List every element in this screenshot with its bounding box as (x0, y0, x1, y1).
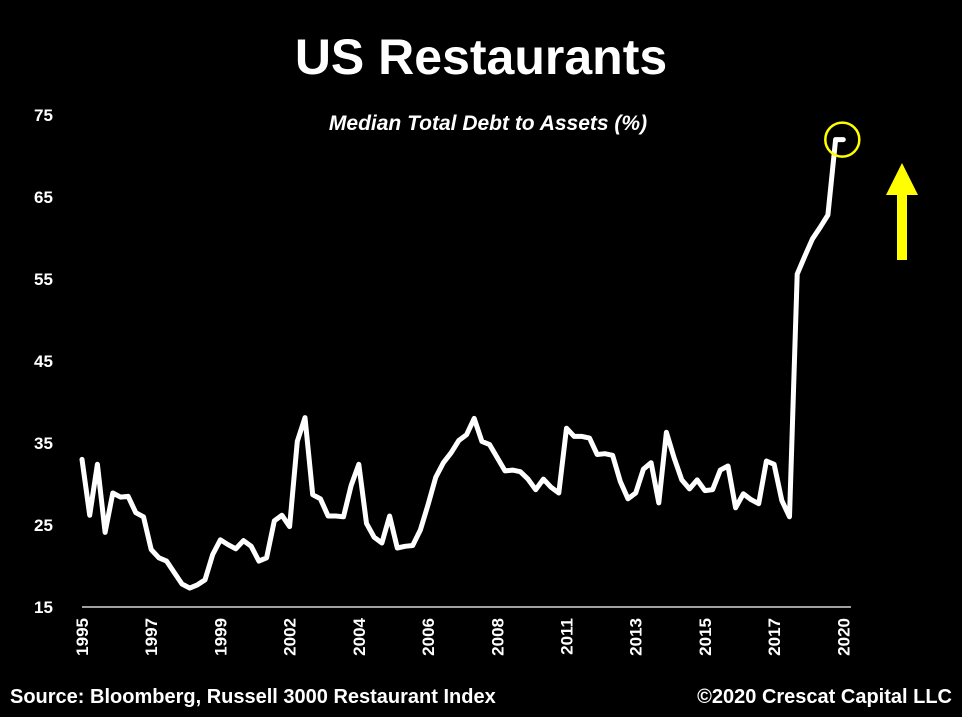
arrow-shaft (897, 190, 907, 260)
x-tick-label: 2002 (281, 618, 300, 656)
y-axis-ticks: 15 25 35 45 55 65 75 (34, 106, 53, 617)
arrow-head (886, 163, 918, 195)
x-tick-label: 1995 (73, 618, 92, 656)
up-arrow-icon (886, 163, 918, 260)
x-tick-label: 1999 (211, 618, 230, 656)
copyright-note: ©2020 Crescat Capital LLC (697, 686, 952, 708)
y-tick-label: 55 (34, 270, 53, 289)
chart-title: US Restaurants (294, 29, 668, 85)
x-tick-label: 1997 (142, 618, 161, 656)
x-tick-label: 2011 (557, 618, 576, 655)
y-tick-label: 25 (34, 516, 53, 535)
source-note: Source: Bloomberg, Russell 3000 Restaura… (10, 686, 496, 708)
x-tick-label: 2017 (765, 618, 784, 656)
y-tick-label: 45 (34, 352, 53, 371)
x-tick-label: 2015 (696, 618, 715, 656)
chart-subtitle: Median Total Debt to Assets (%) (328, 112, 648, 135)
x-tick-label: 2006 (419, 618, 438, 656)
y-tick-label: 15 (34, 598, 53, 617)
y-tick-label: 75 (34, 106, 53, 125)
y-tick-label: 35 (34, 434, 53, 453)
y-tick-label: 65 (34, 188, 53, 207)
series-line-debt-to-assets (79, 137, 846, 591)
x-tick-label: 2013 (627, 618, 646, 656)
x-axis-ticks: 1995 1997 1999 2002 2004 2006 2008 2011 2013 2015… (73, 617, 853, 655)
highlight-circle (824, 121, 861, 158)
x-tick-label: 2008 (488, 618, 507, 656)
x-tick-label: 2004 (350, 617, 369, 655)
x-tick-label: 2020 (834, 618, 853, 656)
